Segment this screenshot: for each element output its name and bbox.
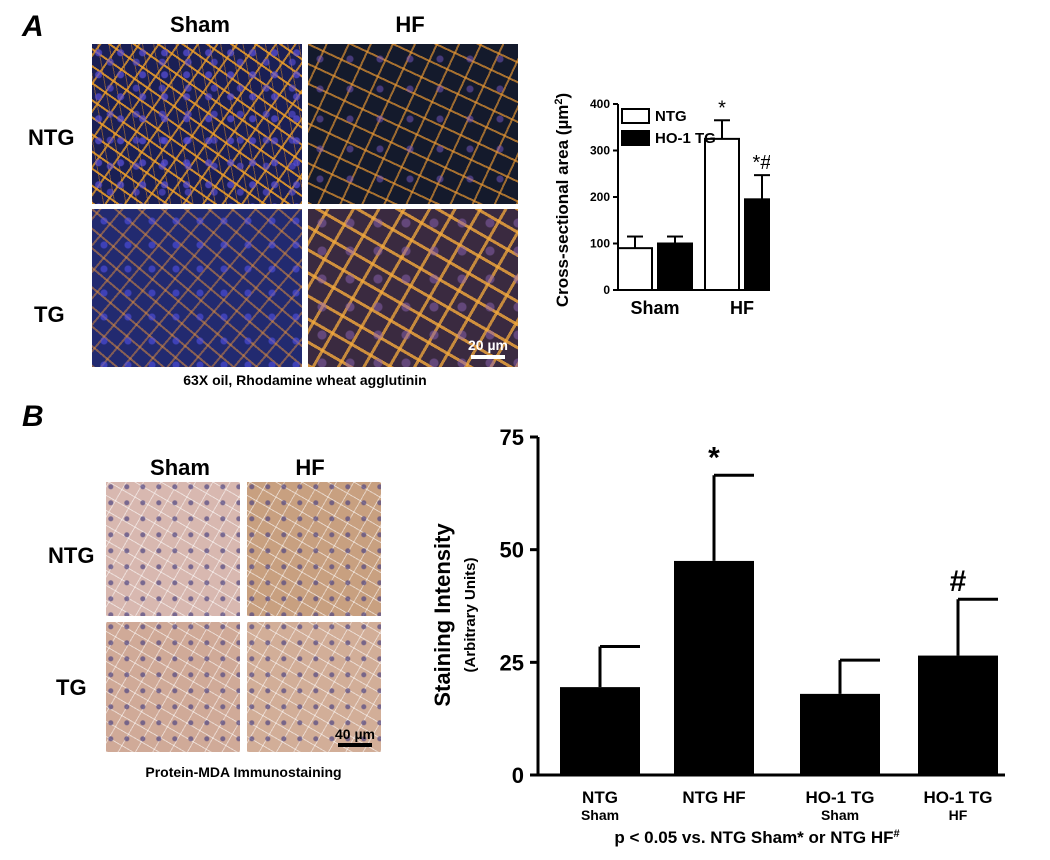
micrograph-b-tg-hf: 40 µm [247,622,381,752]
micrograph-b-ntg-hf [247,482,381,616]
chart-b-category-label: HO-1 TG [924,788,993,807]
chart-b-footnote: p < 0.05 vs. NTG Sham* or NTG HF# [614,828,899,847]
chart-b-y-axis-sublabel: (Arbitrary Units) [462,557,479,672]
chart-b-category-sublabel: HF [949,807,968,823]
chart-a-significance-marker: *# [753,152,770,174]
panel-b-row-header-tg: TG [56,675,87,700]
panel-a-row-header-ntg: NTG [28,125,75,150]
panel-b-col-header-sham: Sham [150,455,210,480]
panel-a-col-header-hf: HF [395,12,425,37]
micrograph-a-tg-hf: 20 µm [308,209,518,367]
chart-b-y-tick-label: 25 [500,650,524,675]
chart-b-significance-marker: # [950,565,967,598]
chart-b-significance-marker: * [708,441,720,474]
panel-b-scale-bar-label: 40 µm [335,726,375,742]
chart-a-legend-label-ntg: NTG [655,108,687,125]
panel-a-caption: 63X oil, Rhodamine wheat agglutinin [183,372,427,388]
chart-b-bar-3 [800,693,880,775]
chart-b-bar-2 [674,560,754,775]
chart-a-legend-swatch-ntg [621,108,650,124]
micrograph-b-tg-sham [106,622,240,752]
chart-a-legend-swatch-ho1tg [621,130,650,146]
chart-b-y-axis-label: Staining Intensity [430,523,455,707]
chart-b-bar-4 [918,655,998,775]
chart-b-y-tick-label: 50 [500,538,524,563]
panel-a-scale-bar [471,355,505,359]
panel-b-letter: B [22,400,44,433]
micrograph-a-ntg-hf [308,44,518,204]
micrograph-a-ntg-sham [92,44,302,204]
chart-a-category-label: HF [730,298,754,318]
panel-b-caption: Protein-MDA Immunostaining [145,764,342,780]
chart-a-y-tick-label: 0 [603,283,610,297]
chart-a-bar-ntg-sham [617,247,653,291]
chart-a-y-tick-label: 300 [590,144,610,158]
chart-a-bar-ho-1-tg-hf [744,198,770,291]
chart-b-staining-intensity: * # 0 25 50 75 Staining Intensity (Arbitrary… [430,425,1005,847]
chart-a-y-axis-label: Cross-sectional area (µm2) [553,93,572,307]
chart-a-y-tick-label: 200 [590,190,610,204]
chart-b-y-tick-label: 75 [500,425,524,450]
chart-b-category-label: NTG [582,788,618,807]
chart-a-y-tick-label: 400 [590,97,610,111]
panel-a-col-header-sham: Sham [170,12,230,37]
chart-b-category-sublabel: Sham [821,807,859,823]
chart-b-bar-1 [560,687,640,775]
chart-a-category-label: Sham [630,298,679,318]
micrograph-a-tg-sham [92,209,302,367]
panel-b-row-header-ntg: NTG [48,543,95,568]
panel-a-letter: A [22,10,44,43]
micrograph-b-ntg-sham [106,482,240,616]
panel-b-scale-bar [338,743,372,747]
chart-a-bar-ntg-hf [704,137,740,291]
chart-a-cross-sectional-area: * *# 0 100 200 300 400 Sham HF Cross-sectional … [553,93,770,318]
chart-a-y-tick-label: 100 [590,237,610,251]
panel-b-col-header-hf: HF [295,455,325,480]
chart-b-category-label: NTG HF [682,788,745,807]
chart-b-category-label: HO-1 TG [806,788,875,807]
chart-b-category-sublabel: Sham [581,807,619,823]
chart-a-bar-ho-1-tg-sham [657,242,693,291]
chart-a-significance-marker: * [718,97,726,119]
panel-a-scale-bar-label: 20 µm [468,337,508,353]
chart-b-y-tick-label: 0 [512,763,524,788]
chart-a-legend-label-ho1tg: HO-1 TG [655,130,716,147]
panel-a-row-header-tg: TG [34,302,65,327]
